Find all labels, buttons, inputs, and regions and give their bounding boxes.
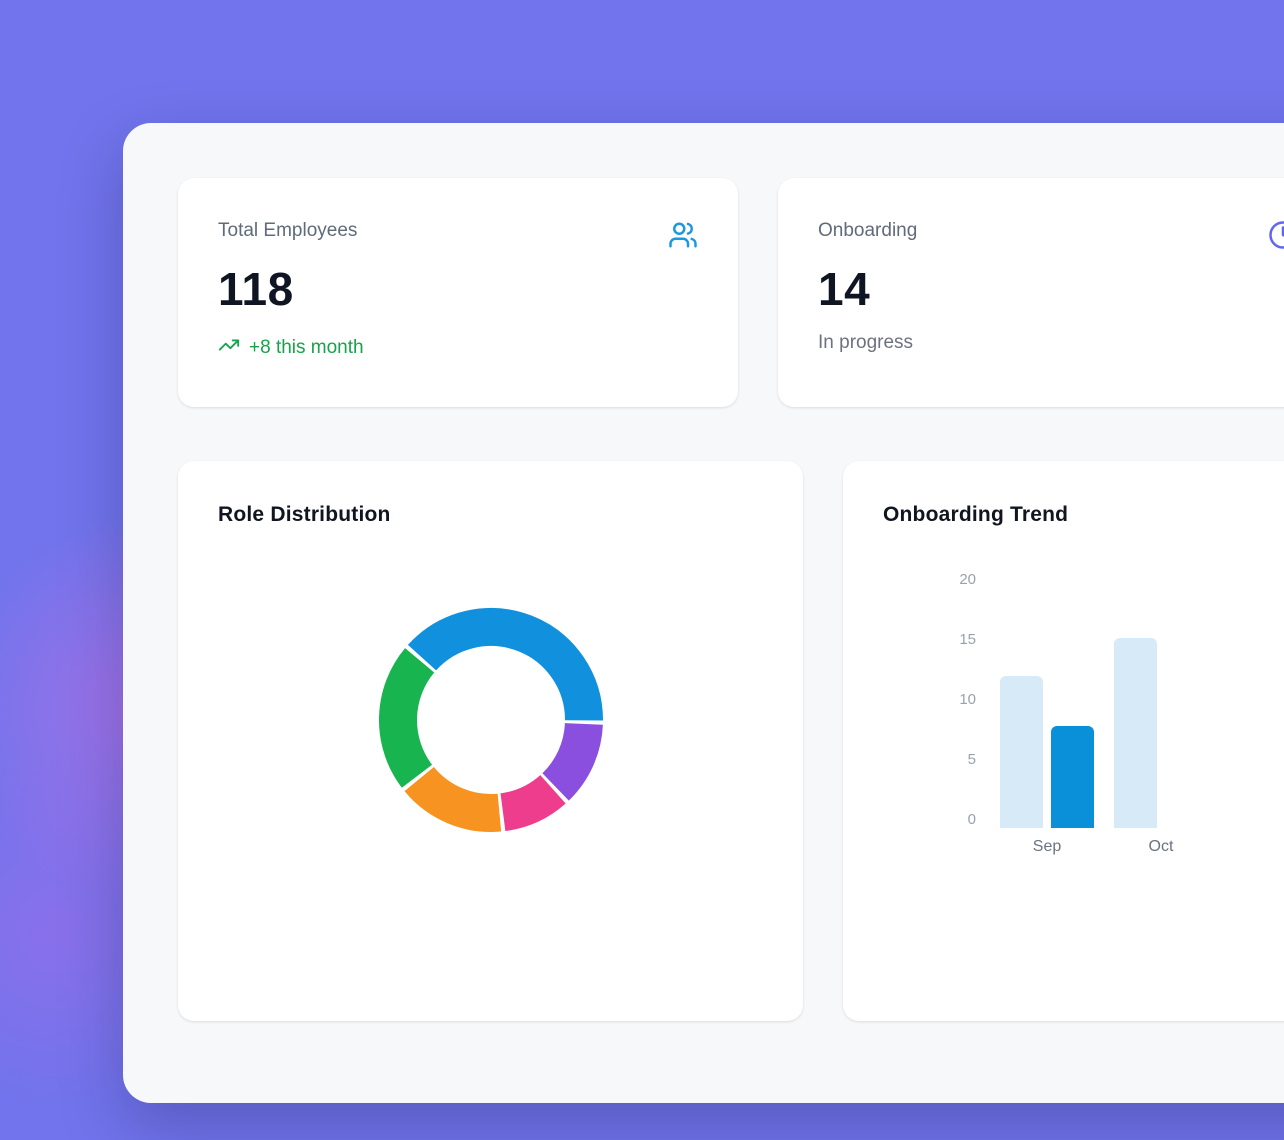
stats-row: Total Employees 118 [178,178,1284,407]
stat-label: Total Employees [218,220,357,242]
chart-title: Role Distribution [218,503,763,527]
clock-icon [1268,220,1284,250]
y-axis-tick: 20 [843,570,976,590]
role-distribution-card: Role Distribution [178,461,803,1021]
y-axis-tick: 5 [843,750,976,770]
stat-card-header: Onboarding [818,220,1284,250]
stat-card-total-employees: Total Employees 118 [178,178,738,407]
users-icon [668,220,698,250]
donut-segment-pink [502,789,552,812]
y-axis-tick: 10 [843,690,976,710]
y-axis-tick: 15 [843,630,976,650]
stat-value: 14 [818,266,1284,312]
stat-subtext: In progress [818,332,1284,354]
y-axis-tick: 0 [843,810,976,830]
bar-series-light-oct [1114,638,1157,829]
bar-series-dark-sep [1051,726,1094,828]
bar-series-light-sep [1000,676,1043,828]
stat-card-header: Total Employees [218,220,698,250]
stat-card-onboarding: Onboarding 14 In progress [778,178,1284,407]
x-axis-label-oct: Oct [1149,838,1174,856]
donut-segment-green [397,660,419,776]
donut-segment-purple [555,724,583,787]
x-axis-label-sep: Sep [1033,838,1061,856]
dashboard-panel: Total Employees 118 [123,123,1284,1103]
stat-trend: +8 this month [218,334,698,362]
trending-up-icon [218,334,240,362]
donut-segment-orange [419,779,499,813]
stat-trend-text: +8 this month [249,337,364,359]
dashboard-screen: { "theme": { "background": "#7174ec", "p… [0,0,1284,888]
donut-segment-blue [422,627,584,720]
onboarding-trend-bar-chart: 20 15 10 5 0 Sep Oct [843,461,1284,1021]
role-distribution-donut-chart [218,600,763,840]
stat-value: 118 [218,266,698,312]
stat-label: Onboarding [818,220,917,242]
